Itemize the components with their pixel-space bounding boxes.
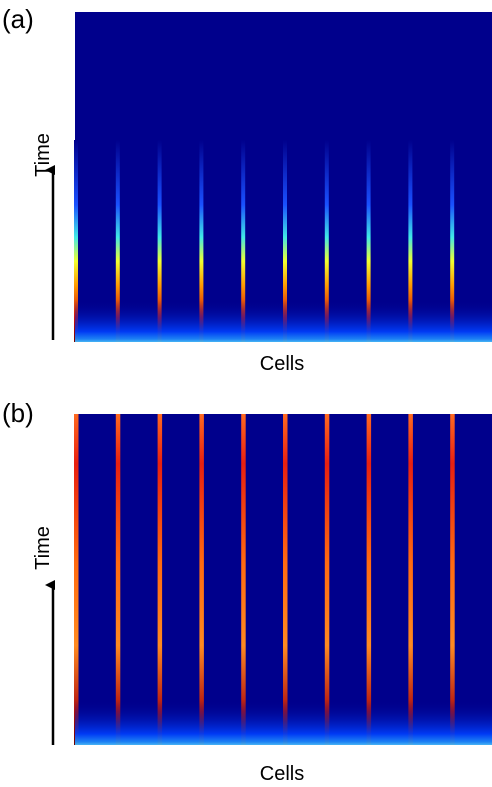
stripe	[366, 140, 371, 342]
stripe	[366, 414, 372, 745]
stripe	[115, 140, 120, 342]
stripe	[157, 140, 162, 342]
y-axis-label: Time	[32, 133, 54, 177]
stripes-b	[74, 414, 455, 745]
stripe	[408, 140, 413, 342]
stripe	[408, 414, 413, 745]
stripe	[115, 414, 121, 745]
stripe	[241, 414, 246, 745]
stripe	[324, 414, 330, 745]
stripe	[199, 414, 204, 745]
stripes-a	[74, 140, 455, 342]
stripe	[450, 140, 455, 342]
panel-label: (b)	[2, 398, 34, 428]
stripe	[283, 140, 287, 342]
glow-b	[75, 700, 492, 745]
stripe	[199, 140, 204, 342]
x-axis-label: Cells	[260, 763, 304, 785]
x-axis-label: Cells	[260, 353, 304, 375]
stripe	[450, 414, 455, 745]
stripe	[324, 140, 329, 342]
glow-a	[75, 300, 492, 342]
stripe	[157, 414, 163, 745]
stripe	[241, 140, 246, 342]
panel-label: (a)	[2, 4, 34, 34]
y-axis-label: Time	[32, 526, 54, 570]
stripe	[74, 414, 79, 745]
stripe	[283, 414, 288, 745]
stripe	[74, 140, 78, 342]
